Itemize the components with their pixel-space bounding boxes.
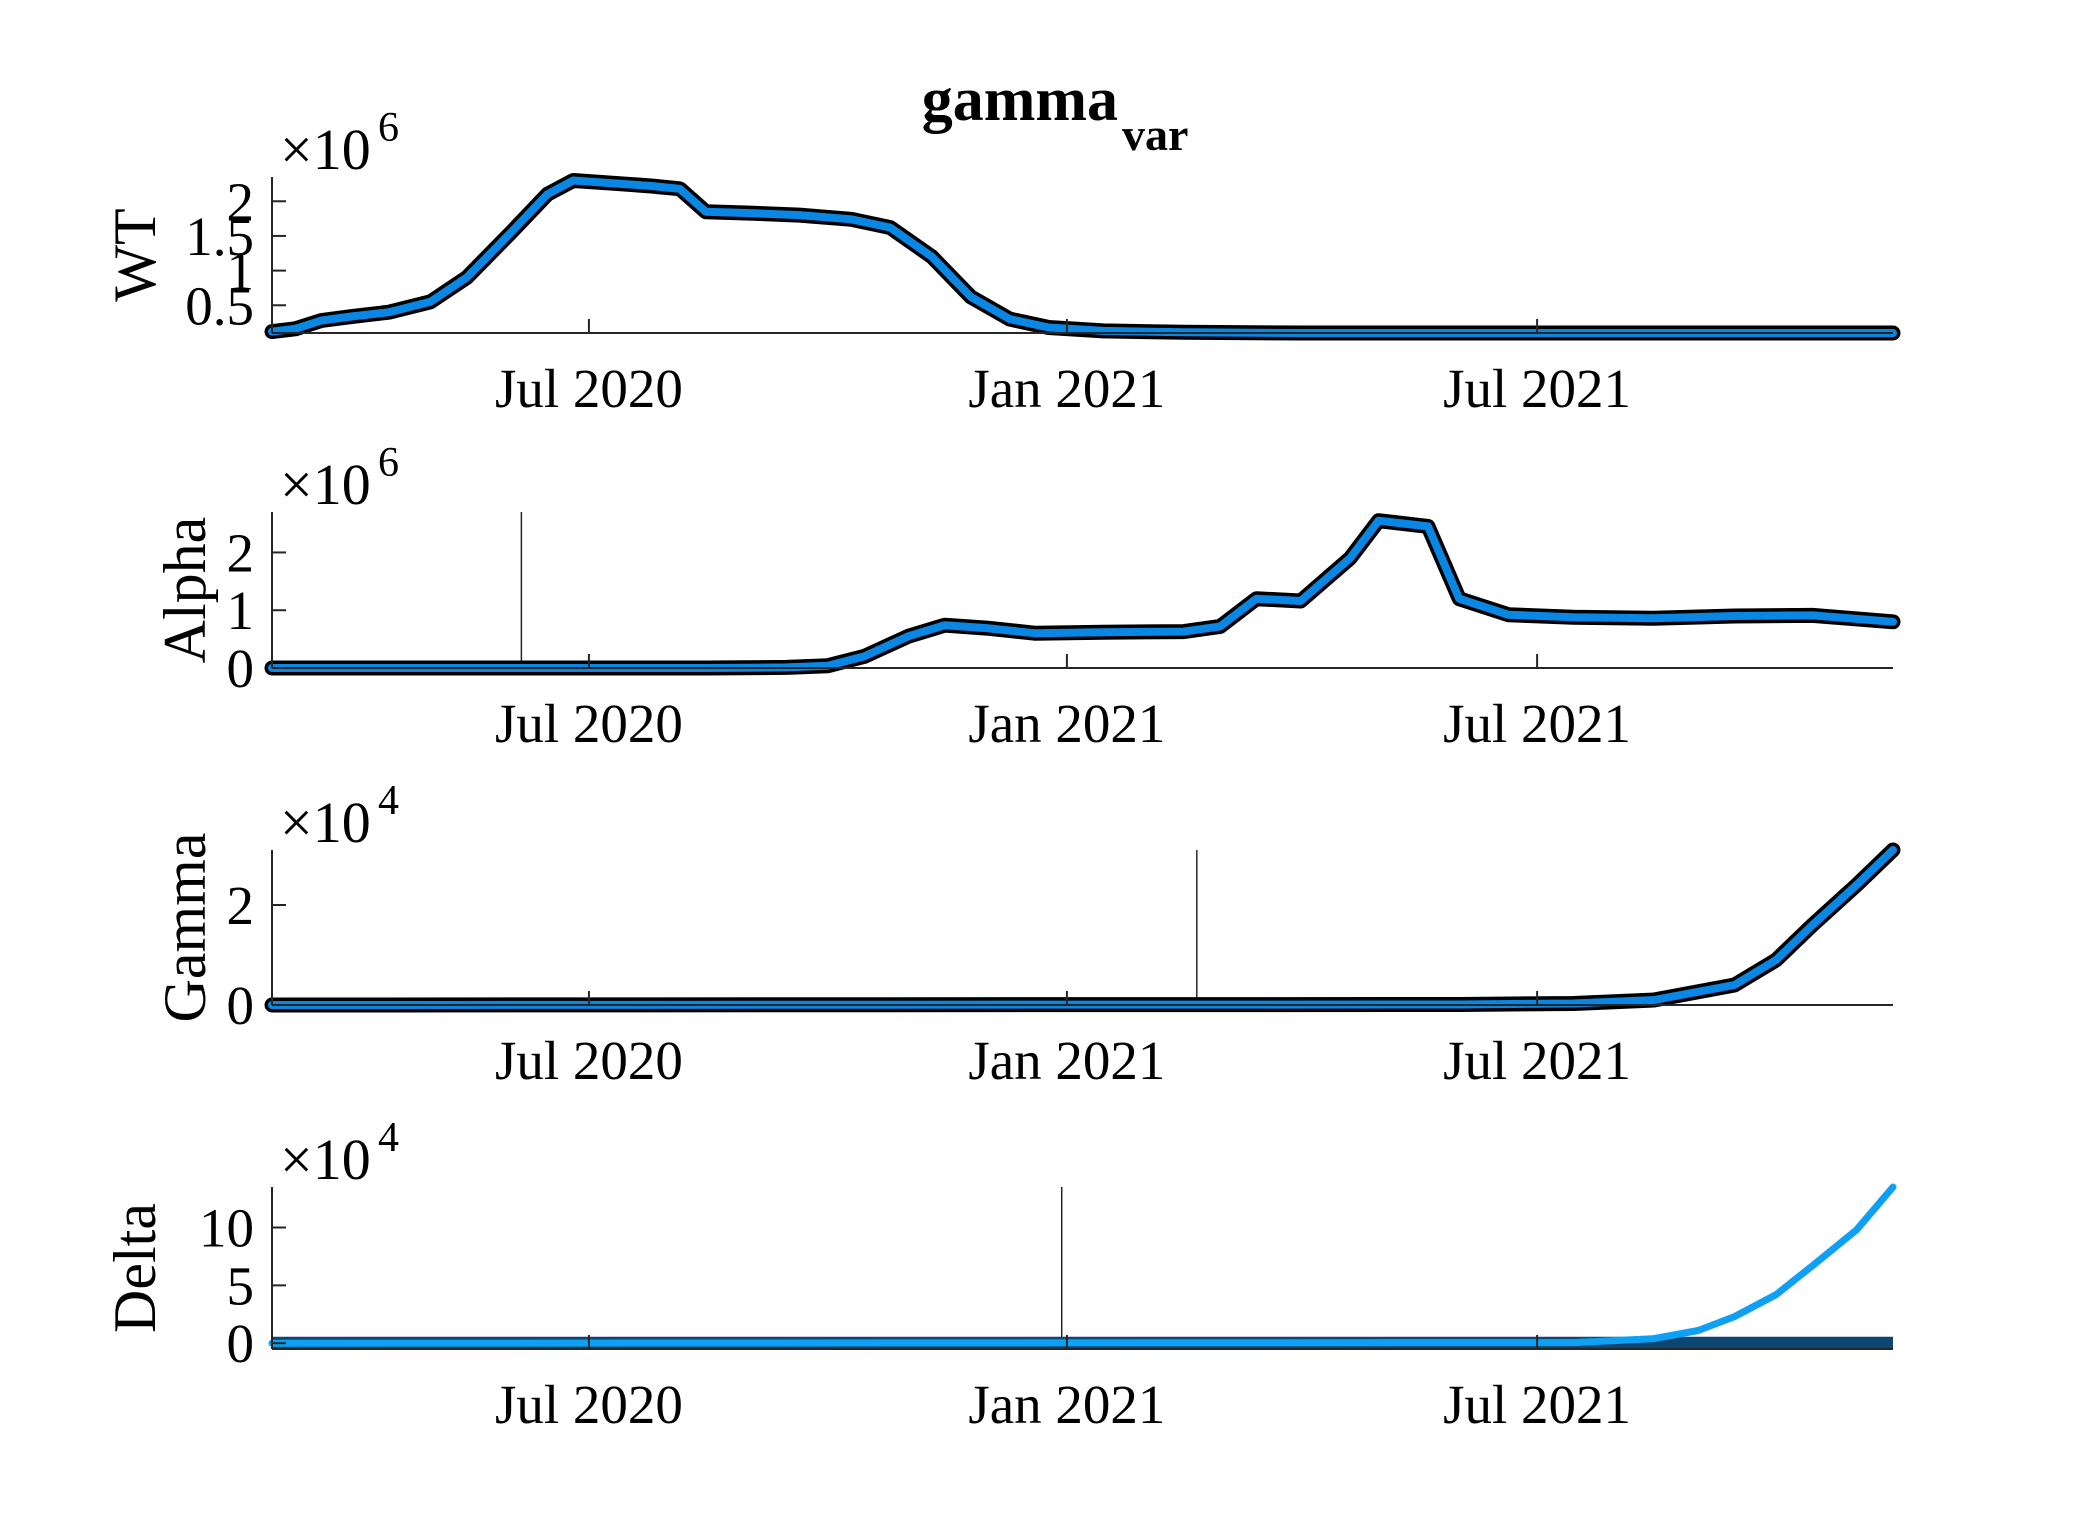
subplot-gamma-x-tick-label-0: Jul 2020	[495, 1030, 683, 1091]
subplot-alpha-series-0-outline	[264, 513, 1901, 676]
subplot-wt-y-tick-label-0: 0.5	[185, 275, 254, 336]
subplot-delta-series-fit-line	[268, 1183, 1897, 1347]
subplot-delta-xticklabels: Jul 2020 Jan 2021 Jul 2021	[495, 1374, 1631, 1435]
subplot-alpha-xticklabels: Jul 2020 Jan 2021 Jul 2021	[495, 693, 1631, 754]
subplot-alpha-exponent: 6	[378, 440, 399, 486]
subplot-wt-series-0-outline	[264, 173, 1901, 341]
subplot-alpha-y-tick-label-1: 1	[227, 580, 255, 641]
subplot-delta-y-tick-label-2: 10	[199, 1198, 254, 1259]
subplot-gamma-xticklabels: Jul 2020 Jan 2021 Jul 2021	[495, 1030, 1631, 1091]
subplot-gamma-y-tick-label-1: 2	[227, 875, 255, 936]
subplot-gamma-exponent: 4	[378, 778, 399, 824]
subplot-delta-exponent-base: ×10	[280, 1127, 371, 1192]
subplot-wt-ylabel: WT	[102, 208, 168, 301]
subplot-gamma-series-0-outline	[264, 842, 1901, 1013]
subplot-alpha-x-tick-label-2: Jul 2021	[1443, 693, 1631, 754]
subplot-gamma: Jul 2020 Jan 2021 Jul 2021 02 Gamma ×10 4	[152, 778, 1901, 1091]
subplot-delta-axes	[271, 1187, 1893, 1350]
subplot-delta-marks	[268, 1183, 1897, 1350]
subplot-delta-x-tick-label-2: Jul 2021	[1443, 1374, 1631, 1435]
subplot-alpha-x-tick-label-0: Jul 2020	[495, 693, 683, 754]
subplot-delta-x-tick-label-0: Jul 2020	[495, 1374, 683, 1435]
subplot-gamma-exponent-base: ×10	[280, 790, 371, 855]
subplot-wt-xticklabels: Jul 2020 Jan 2021 Jul 2021	[495, 358, 1631, 419]
subplot-alpha: Jul 2020 Jan 2021 Jul 2021 012 Alpha ×10 6	[152, 440, 1901, 754]
subplot-gamma-x-tick-label-1: Jan 2021	[968, 1030, 1165, 1091]
subplot-delta-y-tick-label-1: 5	[227, 1255, 255, 1316]
subplot-wt-x-tick-label-0: Jul 2020	[495, 358, 683, 419]
subplot-gamma-yticklabels: 02	[227, 875, 255, 1036]
subplot-gamma-x-tick-label-2: Jul 2021	[1443, 1030, 1631, 1091]
subplot-wt-exponent: 6	[378, 105, 399, 151]
subplot-delta-x-tick-label-1: Jan 2021	[968, 1374, 1165, 1435]
subplot-alpha-y-tick-label-0: 0	[227, 638, 255, 699]
subplot-wt-y-tick-label-2: 1.5	[185, 206, 254, 267]
subplot-alpha-ylabel: Alpha	[152, 517, 218, 664]
subplot-alpha-yticklabels: 012	[227, 522, 255, 699]
subplot-delta-y-tick-label-0: 0	[227, 1313, 255, 1374]
subplot-wt-x-tick-label-1: Jan 2021	[968, 358, 1165, 419]
subplot-gamma-y-tick-label-0: 0	[227, 975, 255, 1036]
subplot-wt-series-0-line	[268, 176, 1897, 337]
subplot-alpha-y-tick-label-2: 2	[227, 522, 255, 583]
subplot-wt-axes	[271, 177, 1893, 334]
subplot-alpha-series-0-line	[268, 516, 1897, 672]
subplot-wt: Jul 2020 Jan 2021 Jul 2021 0.511.52 WT ×10…	[102, 105, 1901, 419]
subplot-delta-ylabel: Delta	[102, 1203, 168, 1333]
figure-title: gamma	[922, 66, 1118, 134]
subplot-gamma-marks	[264, 842, 1901, 1013]
subplot-gamma-ylabel: Gamma	[152, 833, 218, 1023]
subplot-wt-x-tick-label-2: Jul 2021	[1443, 358, 1631, 419]
subplot-alpha-axes	[271, 512, 1893, 669]
subplot-alpha-exponent-base: ×10	[280, 452, 371, 517]
subplot-wt-marks	[264, 173, 1901, 341]
figure-title-subscript: var	[1122, 109, 1188, 160]
subplot-delta-exponent: 4	[378, 1115, 399, 1161]
subplot-wt-exponent-base: ×10	[280, 117, 371, 182]
subplot-gamma-axes	[271, 850, 1893, 1006]
subplot-alpha-marks	[264, 512, 1901, 676]
subplot-wt-y-tick-label-1: 1	[227, 241, 255, 302]
subplot-wt-yticklabels: 0.511.52	[185, 171, 254, 336]
subplot-gamma-series-0-line	[268, 846, 1897, 1009]
subplot-wt-y-tick-label-3: 2	[227, 171, 255, 232]
subplot-alpha-x-tick-label-1: Jan 2021	[968, 693, 1165, 754]
